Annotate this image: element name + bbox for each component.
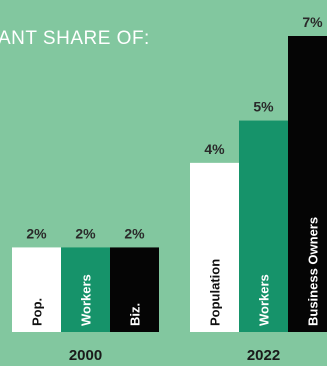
bar-2000-biz [110,247,159,332]
bar-2022-business-owners [288,36,327,332]
value-label: 2% [26,225,47,241]
bar-2022-population [190,162,239,332]
group-label: 2000 [69,347,102,364]
bar-category-label: Workers [79,274,94,326]
bar-category-label: Workers [257,274,272,326]
bar-category-label: Pop. [30,298,45,326]
chart-title: ANT SHARE OF: [0,28,150,49]
value-label: 7% [302,14,323,30]
group-label: 2022 [247,347,280,364]
value-label: 2% [75,225,96,241]
bar-category-label: Biz. [128,303,143,326]
bar-2022-workers [239,120,288,332]
bar-2000-pop [12,247,61,332]
value-label: 2% [124,225,145,241]
bar-2000-workers [61,247,110,332]
value-label: 4% [204,141,225,157]
bar-category-label: Business Owners [306,217,321,326]
value-label: 5% [253,99,274,115]
bar-category-label: Population [208,259,223,326]
